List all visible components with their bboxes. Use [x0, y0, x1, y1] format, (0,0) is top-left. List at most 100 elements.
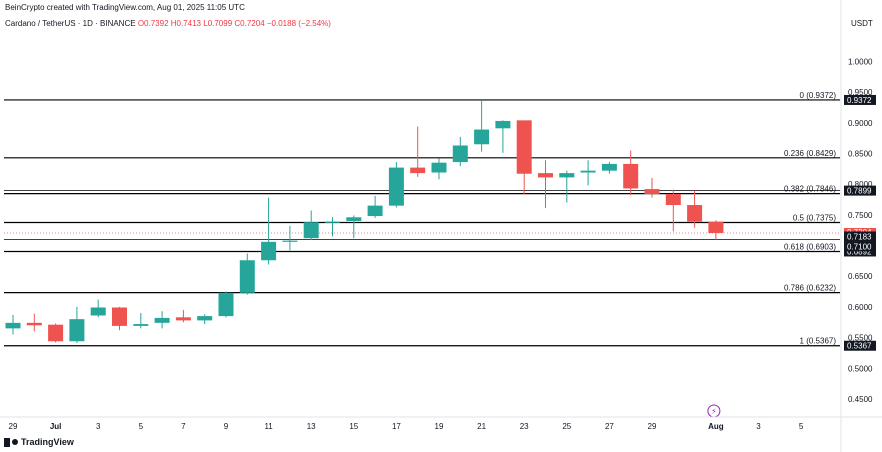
candle-body[interactable] — [516, 120, 532, 174]
fib-label: 0.236 (0.8429) — [784, 149, 836, 158]
y-tick-label: 0.8500 — [848, 149, 873, 158]
price-tags: 0.93720.78990.68920.53670.720412:54:430.… — [844, 94, 877, 351]
x-tick-label: 29 — [9, 422, 18, 431]
close-value: 0.7204 — [240, 19, 265, 28]
x-tick-label: 17 — [392, 422, 401, 431]
y-tick-label: 0.5000 — [848, 364, 873, 373]
candle-body[interactable] — [538, 173, 553, 178]
fib-price-tag: 0.5367 — [847, 342, 872, 351]
extra-price-tag-bg — [844, 241, 876, 252]
x-tick-label: 23 — [520, 422, 529, 431]
candle-body[interactable] — [261, 241, 277, 261]
tradingview-logo[interactable]: TradingView — [4, 437, 74, 448]
high-value: 0.7413 — [176, 19, 201, 28]
change-value: −0.0188 (−2.54%) — [266, 19, 331, 28]
x-tick-label: 5 — [799, 422, 804, 431]
candle-body[interactable] — [69, 319, 85, 342]
open-value: 0.7392 — [144, 19, 169, 28]
candle-body[interactable] — [325, 221, 340, 223]
candle-body[interactable] — [133, 324, 149, 326]
low-label: L — [203, 19, 208, 28]
x-tick-label: Aug — [708, 422, 724, 431]
candle-body[interactable] — [431, 162, 447, 173]
x-tick-label: 3 — [96, 422, 101, 431]
candle-body[interactable] — [644, 189, 660, 194]
candle-body[interactable] — [346, 217, 362, 221]
fib-label: 0.786 (0.6232) — [784, 284, 836, 293]
candle-body[interactable] — [665, 193, 681, 206]
chart-attribution: BeinCrypto created with TradingView.com,… — [5, 3, 245, 12]
x-tick-label: 21 — [477, 422, 486, 431]
time-axis: 29 Jul 3 5 7 9 11 13 15 17 19 21 23 25 27 29 Aug 3 5 — [9, 422, 804, 431]
y-tick-label: 0.9000 — [848, 119, 873, 128]
symbol-name[interactable]: Cardano / TetherUS · 1D · BINANCE — [5, 19, 136, 28]
y-tick-label: 0.5500 — [848, 334, 873, 343]
fib-price-tag-bg — [844, 340, 876, 351]
candle-body[interactable] — [218, 292, 234, 317]
tradingview-logo-icon — [4, 438, 18, 448]
candle-body[interactable] — [303, 222, 319, 239]
x-tick-label: 15 — [349, 422, 358, 431]
candle-body[interactable] — [197, 316, 213, 321]
fib-price-tag-bg — [844, 185, 876, 196]
x-tick-label: 27 — [605, 422, 614, 431]
fib-price-tag-bg — [844, 246, 876, 257]
fib-levels: 0 (0.9372) 0.236 (0.8429) 0.382 (0.7846) 0.… — [4, 91, 840, 347]
extra-price-tag: 0.7183 — [847, 232, 872, 241]
candle-body[interactable] — [90, 307, 106, 316]
candle-body[interactable] — [239, 260, 255, 293]
x-tick-label: 19 — [435, 422, 444, 431]
candle-body[interactable] — [559, 173, 575, 178]
x-tick-label: 5 — [139, 422, 144, 431]
x-tick-label: 3 — [756, 422, 761, 431]
y-tick-label: 0.7500 — [848, 211, 873, 220]
fib-price-tag: 0.6892 — [847, 247, 872, 256]
candle-body[interactable] — [452, 145, 468, 163]
candle-body[interactable] — [410, 167, 426, 174]
y-tick-label: 0.6500 — [848, 272, 873, 281]
fib-label: 0.5 (0.7375) — [793, 214, 836, 223]
symbol-legend: Cardano / TetherUS · 1D · BINANCE O0.739… — [5, 19, 331, 28]
open-label: O — [137, 19, 145, 28]
x-tick-label: 13 — [307, 422, 316, 431]
extra-price-tag-bg — [844, 231, 876, 242]
y-tick-label: 0.6000 — [848, 303, 873, 312]
x-tick-label: 25 — [562, 422, 571, 431]
candle-body[interactable] — [175, 317, 191, 321]
x-tick-label: Jul — [50, 422, 62, 431]
x-tick-label: 9 — [224, 422, 229, 431]
candle-body[interactable] — [282, 240, 298, 242]
x-tick-label: 29 — [648, 422, 657, 431]
y-tick-label: 1.0000 — [848, 57, 873, 66]
fib-label: 0.382 (0.7846) — [784, 185, 836, 194]
y-tick-label: 0.4500 — [848, 395, 873, 404]
candle-body[interactable] — [580, 170, 596, 173]
candle-body[interactable] — [112, 307, 127, 326]
fib-price-tag-bg — [844, 94, 876, 105]
candle-body[interactable] — [708, 221, 724, 234]
candle-body[interactable] — [601, 163, 617, 171]
currency-label: USDT — [851, 19, 873, 28]
candle-body[interactable] — [154, 317, 170, 323]
candle-body[interactable] — [495, 120, 511, 129]
candle-body[interactable] — [388, 167, 404, 206]
candle-body[interactable] — [5, 322, 21, 329]
candle-body[interactable] — [474, 129, 490, 145]
y-tick-label: 0.8000 — [848, 180, 873, 189]
fib-label: 1 (0.5367) — [800, 337, 837, 346]
fib-label: 0.618 (0.6903) — [784, 242, 836, 251]
candle-body[interactable] — [623, 163, 639, 189]
extra-price-tag: 0.7100 — [847, 242, 872, 251]
event-bolt-glyph: ⚡ — [711, 407, 717, 416]
fib-label: 0 (0.9372) — [800, 91, 837, 100]
close-label: C — [234, 19, 241, 28]
candle-body[interactable] — [48, 324, 64, 342]
x-tick-label: 7 — [181, 422, 186, 431]
fib-price-tag: 0.9372 — [847, 96, 872, 105]
candle-body[interactable] — [26, 322, 42, 326]
high-label: H — [170, 19, 177, 28]
candle-body[interactable] — [367, 205, 383, 217]
candle-body[interactable] — [687, 205, 703, 222]
